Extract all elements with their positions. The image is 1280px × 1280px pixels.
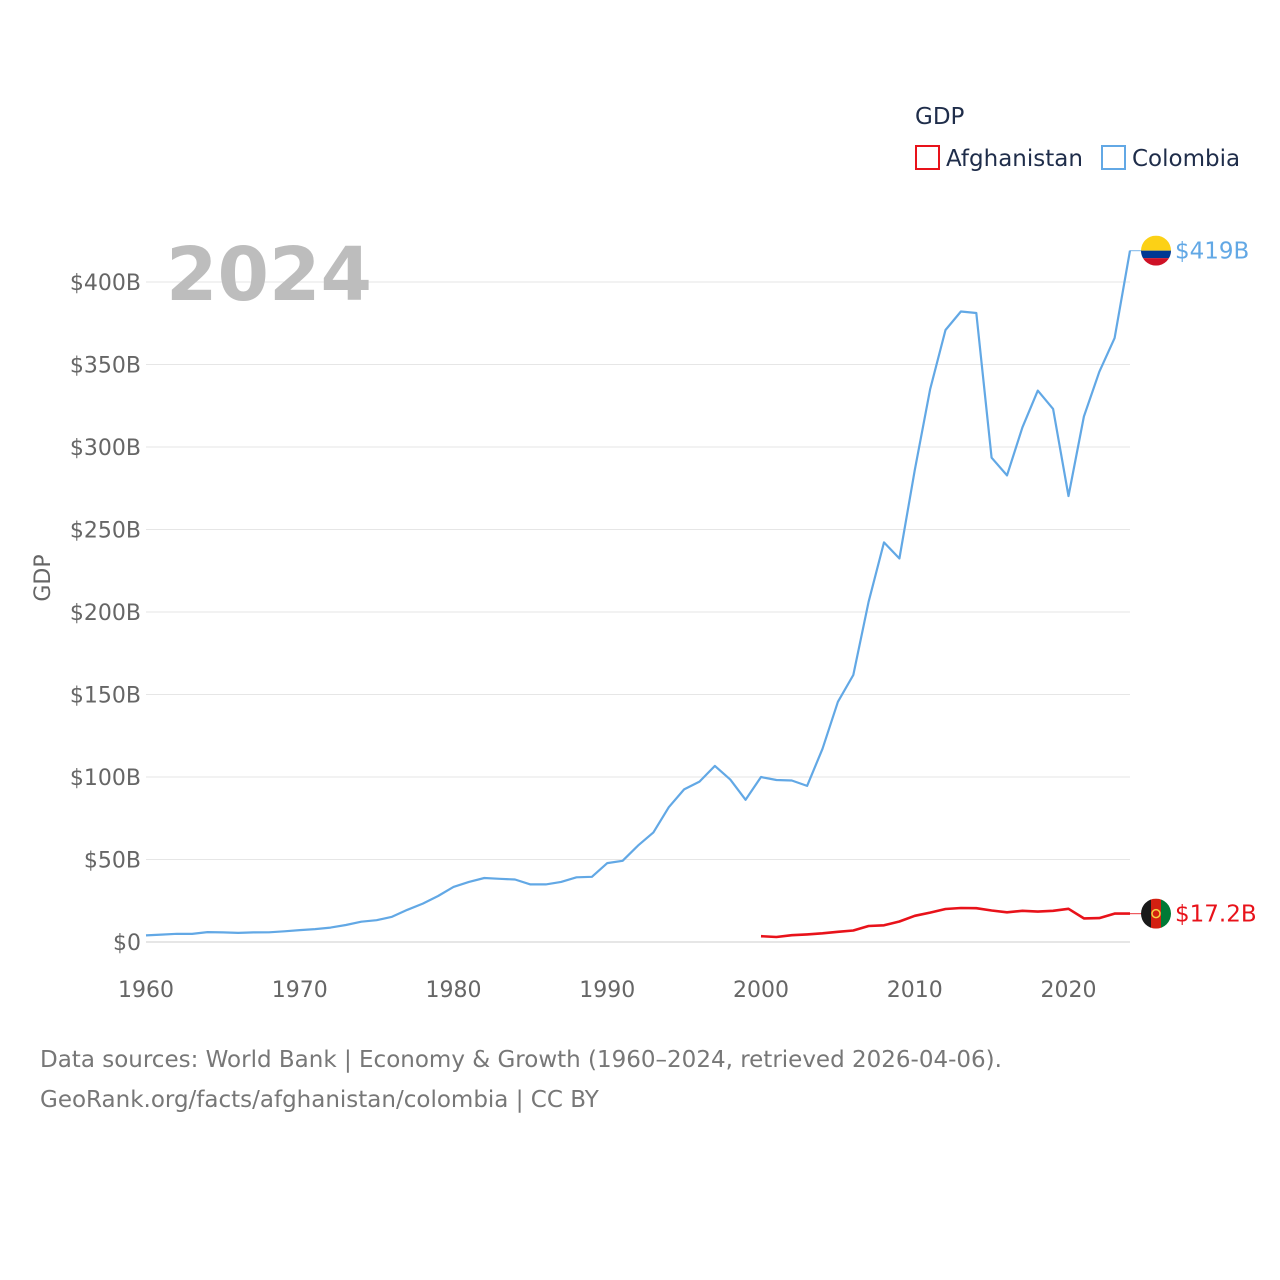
- x-tick-label: 1980: [426, 978, 482, 1003]
- y-tick-label: $200B: [70, 601, 141, 626]
- source-line-2[interactable]: GeoRank.org/facts/afghanistan/colombia |…: [40, 1087, 599, 1113]
- y-tick-label: $50B: [84, 849, 141, 874]
- x-tick-label: 1990: [579, 978, 635, 1003]
- end-label-afghanistan: $17.2B: [1175, 902, 1257, 928]
- y-tick-label: $0: [113, 931, 141, 956]
- year-label: 2024: [166, 232, 372, 318]
- legend-label-afghanistan: Afghanistan: [946, 146, 1083, 172]
- source-note: Data sources: World Bank | Economy & Gro…: [40, 1040, 1002, 1120]
- series-line-afghanistan: [760, 906, 1130, 939]
- y-tick-label: $400B: [70, 271, 141, 296]
- y-tick-label: $100B: [70, 766, 141, 791]
- y-tick-label: $300B: [70, 436, 141, 461]
- series-lines: [145, 250, 1132, 939]
- y-axis-ticks: $0 $50B $100B $150B $200B $250B $300B $350B $400…: [70, 271, 141, 956]
- source-line-1: Data sources: World Bank | Economy & Gro…: [40, 1047, 1002, 1073]
- end-label-colombia: $419B: [1175, 239, 1249, 265]
- legend: GDP Afghanistan Colombia: [915, 104, 1240, 172]
- x-tick-label: 2000: [733, 978, 789, 1003]
- x-axis-ticks: 1960 1970 1980 1990 2000 2010 2020: [118, 978, 1097, 1003]
- legend-item-colombia[interactable]: Colombia: [1101, 145, 1240, 172]
- x-tick-label: 1970: [272, 978, 328, 1003]
- y-tick-label: $250B: [70, 519, 141, 544]
- series-line-colombia: [145, 250, 1132, 937]
- x-tick-label: 2020: [1041, 978, 1097, 1003]
- x-tick-label: 2010: [887, 978, 943, 1003]
- legend-item-afghanistan[interactable]: Afghanistan: [915, 145, 1083, 172]
- colombia-flag-icon: [1141, 235, 1171, 266]
- gridlines: [146, 281, 1130, 943]
- end-labels: $17.2B $419B: [1130, 235, 1257, 929]
- afghanistan-flag-icon: [1141, 898, 1171, 929]
- y-axis-label: GDP: [31, 554, 56, 601]
- y-tick-label: $350B: [70, 354, 141, 379]
- y-tick-label: $150B: [70, 684, 141, 709]
- legend-label-colombia: Colombia: [1132, 146, 1240, 172]
- x-tick-label: 1960: [118, 978, 174, 1003]
- legend-swatch-afghanistan: [915, 145, 940, 170]
- legend-title: GDP: [915, 104, 965, 130]
- legend-swatch-colombia: [1101, 145, 1126, 170]
